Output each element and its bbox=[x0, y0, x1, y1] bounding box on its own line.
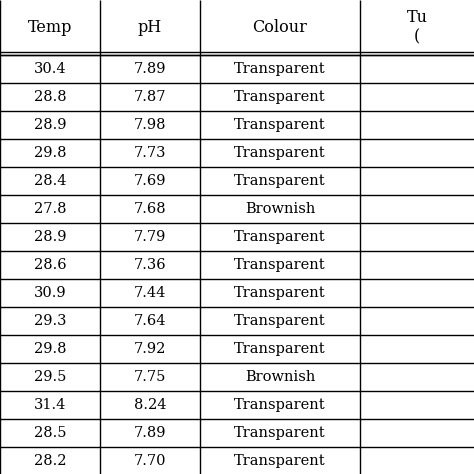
Text: Transparent: Transparent bbox=[234, 454, 326, 468]
Text: 7.92: 7.92 bbox=[134, 342, 166, 356]
Text: 30.4: 30.4 bbox=[34, 62, 66, 76]
Text: pH: pH bbox=[138, 19, 162, 36]
Text: Transparent: Transparent bbox=[234, 314, 326, 328]
Text: 29.5: 29.5 bbox=[34, 370, 66, 384]
Text: Transparent: Transparent bbox=[234, 118, 326, 132]
Text: Tu
(: Tu ( bbox=[407, 9, 428, 46]
Text: 28.2: 28.2 bbox=[34, 454, 66, 468]
Text: 28.9: 28.9 bbox=[34, 230, 66, 244]
Text: 7.73: 7.73 bbox=[134, 146, 166, 160]
Text: 7.89: 7.89 bbox=[134, 62, 166, 76]
Text: 7.75: 7.75 bbox=[134, 370, 166, 384]
Text: 27.8: 27.8 bbox=[34, 202, 66, 216]
Text: 7.70: 7.70 bbox=[134, 454, 166, 468]
Text: 7.69: 7.69 bbox=[134, 174, 166, 188]
Text: Transparent: Transparent bbox=[234, 90, 326, 104]
Text: 28.6: 28.6 bbox=[34, 258, 66, 272]
Text: 7.44: 7.44 bbox=[134, 286, 166, 300]
Text: Brownish: Brownish bbox=[245, 370, 315, 384]
Text: Transparent: Transparent bbox=[234, 258, 326, 272]
Text: Transparent: Transparent bbox=[234, 230, 326, 244]
Text: 7.68: 7.68 bbox=[134, 202, 166, 216]
Text: Colour: Colour bbox=[253, 19, 308, 36]
Text: 28.9: 28.9 bbox=[34, 118, 66, 132]
Text: Brownish: Brownish bbox=[245, 202, 315, 216]
Text: 28.5: 28.5 bbox=[34, 426, 66, 440]
Text: 7.87: 7.87 bbox=[134, 90, 166, 104]
Text: 7.89: 7.89 bbox=[134, 426, 166, 440]
Text: 28.8: 28.8 bbox=[34, 90, 66, 104]
Text: Transparent: Transparent bbox=[234, 342, 326, 356]
Text: 29.8: 29.8 bbox=[34, 342, 66, 356]
Text: 8.24: 8.24 bbox=[134, 398, 166, 412]
Text: 29.8: 29.8 bbox=[34, 146, 66, 160]
Text: Transparent: Transparent bbox=[234, 398, 326, 412]
Text: Temp: Temp bbox=[28, 19, 72, 36]
Text: Transparent: Transparent bbox=[234, 174, 326, 188]
Text: 31.4: 31.4 bbox=[34, 398, 66, 412]
Text: Transparent: Transparent bbox=[234, 426, 326, 440]
Text: 28.4: 28.4 bbox=[34, 174, 66, 188]
Text: 29.3: 29.3 bbox=[34, 314, 66, 328]
Text: 30.9: 30.9 bbox=[34, 286, 66, 300]
Text: 7.64: 7.64 bbox=[134, 314, 166, 328]
Text: Transparent: Transparent bbox=[234, 62, 326, 76]
Text: 7.79: 7.79 bbox=[134, 230, 166, 244]
Text: Transparent: Transparent bbox=[234, 286, 326, 300]
Text: 7.36: 7.36 bbox=[134, 258, 166, 272]
Text: 7.98: 7.98 bbox=[134, 118, 166, 132]
Text: Transparent: Transparent bbox=[234, 146, 326, 160]
